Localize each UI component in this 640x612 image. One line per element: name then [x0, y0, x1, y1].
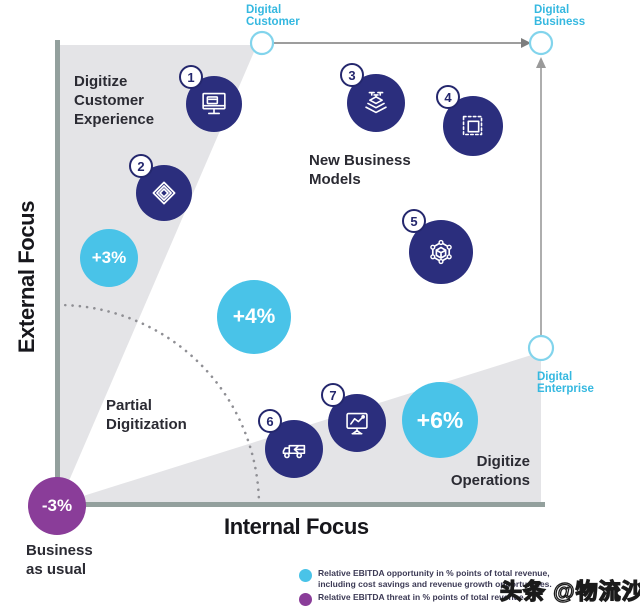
digital-business-label: Digital Business	[534, 4, 586, 28]
truck-icon	[282, 444, 306, 459]
network-cube-icon	[430, 239, 452, 265]
legend-item-opportunity: Relative EBITDA opportunity in % points …	[299, 568, 631, 589]
digital-enterprise-node-icon	[527, 334, 555, 362]
up-arrowhead-icon	[536, 57, 546, 68]
item-number-badge: 3	[340, 63, 364, 87]
item-circle-1: 1	[179, 65, 242, 132]
digitize-operations-label: Digitize Operations	[450, 453, 530, 489]
ebitda-bubble-plus4: +4%	[217, 280, 291, 354]
item-number-badge: 7	[321, 383, 345, 407]
item-circle-6: 6	[258, 409, 323, 478]
business-as-usual-label: Business as usual	[26, 542, 93, 578]
ebitda-bubble-plus6: +6%	[402, 382, 478, 458]
new-business-models-label: New Business Models	[309, 152, 411, 188]
external-focus-axis-label: External Focus	[14, 200, 39, 354]
item-number-badge: 2	[129, 154, 153, 178]
digitize-customer-experience-label: Digitize Customer Experience	[74, 73, 155, 128]
ebitda-bubble-minus3: -3%	[28, 477, 86, 535]
internal-focus-axis-label: Internal Focus	[224, 514, 369, 539]
nested-squares-icon	[462, 115, 483, 136]
right-arrowhead-icon	[521, 38, 531, 48]
drone-delivery-icon	[365, 91, 387, 114]
opportunity-marker-icon	[299, 569, 312, 582]
item-number-badge: 1	[179, 65, 203, 89]
analytics-monitor-icon	[346, 412, 368, 435]
item-number-badge: 6	[258, 409, 282, 433]
digital-customer-node-icon	[249, 30, 275, 56]
item-number-badge: 4	[436, 85, 460, 109]
threat-marker-icon	[299, 593, 312, 606]
legend: Relative EBITDA opportunity in % points …	[299, 568, 631, 609]
item-circle-3: 3	[340, 63, 405, 132]
watermark: 头条 @物流沙龙	[499, 578, 640, 604]
item-circle-5: 5	[402, 209, 473, 284]
legend-opportunity-text: Relative EBITDA opportunity in % points …	[318, 568, 552, 589]
legend-threat-text: Relative EBITDA threat in % points of to…	[318, 592, 526, 602]
y-axis-line	[55, 40, 60, 507]
item-number-badge: 5	[402, 209, 426, 233]
ebitda-bubble-plus3: +3%	[80, 229, 138, 287]
desktop-card-icon	[202, 92, 226, 115]
partial-digitization-arc	[56, 303, 261, 508]
digital-business-node-icon	[528, 30, 554, 56]
item-circle-2: 2	[129, 154, 192, 221]
x-axis-line	[55, 502, 545, 507]
digital-enterprise-label: Digital Enterprise	[537, 371, 594, 395]
legend-item-threat: Relative EBITDA threat in % points of to…	[299, 592, 631, 606]
upper-left-wedge	[59, 45, 257, 504]
digital-customer-label: Digital Customer	[246, 4, 300, 28]
partial-digitization-label: Partial Digitization	[106, 397, 187, 433]
item-circle-4: 4	[436, 85, 503, 156]
item-circle-7: 7	[321, 383, 386, 452]
layered-diamonds-icon	[152, 181, 176, 205]
